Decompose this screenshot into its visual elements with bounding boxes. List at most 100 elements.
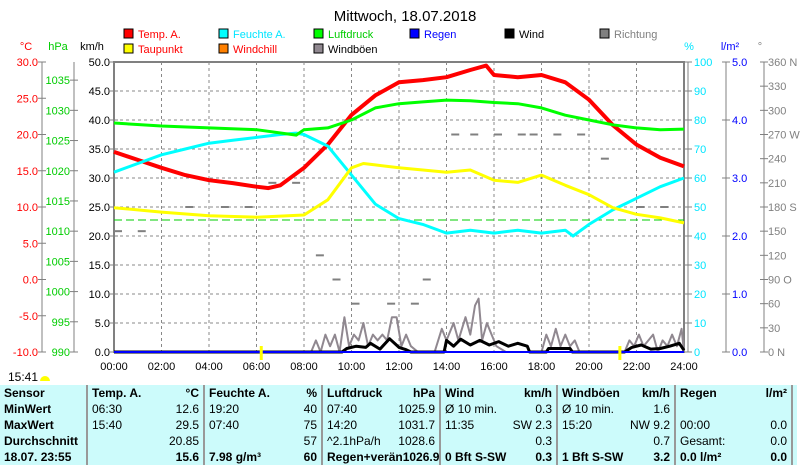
table-row: 15:40 29.5	[92, 417, 199, 433]
y-tick-label-wind: 0.0	[95, 347, 110, 359]
y-tick-label-temp: 25.0	[17, 93, 38, 105]
direction-point	[292, 181, 301, 184]
y-tick-label-pressure: 1030	[46, 105, 70, 117]
y-tick-label-pressure: 990	[52, 347, 70, 359]
table-cell: Regen	[680, 386, 717, 400]
x-tick-label: 06:00	[243, 361, 271, 373]
table-row: 07:40 75	[209, 417, 317, 433]
y-tick-label-direction: 330	[768, 81, 786, 93]
direction-point	[451, 133, 460, 136]
series-wind	[114, 337, 686, 354]
y-tick-label-direction: 210	[768, 178, 786, 190]
table-row: 18.07. 23:55	[4, 449, 82, 465]
legend-swatch	[313, 43, 324, 54]
y-tick-label-rain: 4.0	[732, 115, 747, 127]
table-cell: 3.2	[653, 450, 670, 464]
table-row: 15:20 NW 9.2	[562, 417, 670, 433]
series-luftdruck	[113, 98, 685, 137]
table-cell: 18.07. 23:55	[4, 450, 72, 464]
y-tick-label-rain: 2.0	[732, 231, 747, 243]
direction-point	[332, 278, 341, 281]
y-tick-label-direction: 60	[768, 299, 780, 311]
table-cell: 00:00	[680, 418, 711, 432]
legend-swatch	[409, 28, 420, 39]
table-column: Regen l/m² 00:00 0.0 Gesamt: 0.0 0.0 l/m² 0.0	[676, 385, 793, 465]
legend-label: Richtung	[614, 29, 657, 41]
table-cell: Regen+verän	[327, 450, 403, 464]
y-tick-label-rain: 3.0	[732, 173, 747, 185]
legend-label: Windböen	[328, 44, 378, 56]
table-row: Wind km/h	[445, 385, 552, 401]
y-tick-label-humidity: 80	[694, 115, 706, 127]
y-tick-label-humidity: 100	[694, 57, 712, 69]
y-tick-label-humidity: 20	[694, 289, 706, 301]
y-tick-label-humidity: 50	[694, 202, 706, 214]
y-tick-label-wind: 45.0	[89, 86, 110, 98]
x-tick-label: 02:00	[148, 361, 176, 373]
table-cell: 06:30	[92, 402, 123, 416]
table-cell: 29.5	[175, 418, 199, 432]
table-cell: 15:40	[92, 418, 123, 432]
x-tick-label: 14:00	[433, 361, 461, 373]
table-cell: 07:40	[209, 418, 240, 432]
direction-point	[636, 206, 645, 208]
y-tick-label-direction: 360 N	[768, 57, 797, 69]
x-tick-label: 04:00	[195, 361, 223, 373]
direction-point	[470, 133, 479, 136]
series-windb-en	[114, 297, 685, 353]
table-row: Feuchte A.%	[209, 385, 317, 401]
table-row: 57	[209, 433, 317, 449]
table-cell: Windböen	[562, 386, 620, 400]
x-tick-label: 18:00	[528, 361, 556, 373]
y-tick-label-wind: 15.0	[89, 260, 110, 272]
y-tick-label-temp: 10.0	[17, 202, 38, 214]
y-tick-label-direction: 120	[768, 250, 786, 262]
direction-point	[410, 302, 419, 305]
weather-chart: Mittwoch, 18.07.2018 Temp. A. Feuchte A. Lu…	[13, 8, 800, 373]
direction-point	[660, 206, 669, 208]
table-cell: °C	[185, 386, 199, 400]
table-cell: 0.0	[770, 450, 787, 464]
y-tick-label-pressure: 1010	[46, 226, 70, 238]
table-cell: 60	[303, 450, 317, 464]
table-row: Regen l/m²	[680, 385, 787, 401]
y-tick-label-direction: 30	[768, 323, 780, 335]
direction-point	[529, 133, 538, 136]
direction-point	[553, 133, 562, 136]
direction-point	[244, 206, 253, 208]
y-tick-label-wind: 5.0	[95, 318, 110, 330]
table-row: Regen+verän 1026.9	[327, 449, 439, 465]
legend-swatch	[123, 43, 134, 54]
table-row: Luftdruck hPa	[327, 385, 435, 401]
table-row: MinWert	[4, 401, 82, 417]
x-tick-label: 00:00	[100, 361, 128, 373]
y-tick-label-temp: -5.0	[19, 311, 38, 323]
legend-label: Temp. A.	[138, 29, 181, 41]
table-cell: 1026.9	[402, 450, 440, 464]
table-row: 0.3	[445, 433, 552, 449]
table-cell: 1025.9	[398, 402, 435, 416]
y-tick-label-direction: 180 S	[768, 202, 797, 214]
y-tick-label-humidity: 30	[694, 260, 706, 272]
table-cell: 0.7	[653, 434, 670, 448]
table-cell: Durchschnitt	[4, 434, 79, 448]
y-tick-label-humidity: 60	[694, 173, 706, 185]
direction-point	[494, 133, 502, 136]
y-tick-label-humidity: 90	[694, 86, 706, 98]
chart-title: Mittwoch, 18.07.2018	[334, 8, 477, 25]
table-row: 19:20 40	[209, 401, 317, 417]
legend-swatch	[504, 28, 515, 39]
table-cell: MinWert	[4, 402, 52, 416]
table-cell: 7.98 g/m³	[209, 450, 262, 464]
x-tick-label: 20:00	[575, 361, 603, 373]
table-row	[680, 401, 787, 417]
y-tick-label-pressure: 1020	[46, 166, 70, 178]
x-tick-label: 08:00	[290, 361, 318, 373]
y-tick-label-wind: 10.0	[89, 289, 110, 301]
table-row: 20.85	[92, 433, 199, 449]
x-tick-label: 22:00	[623, 361, 651, 373]
table-cell: Luftdruck	[327, 386, 383, 400]
y-tick-label-rain: 1.0	[732, 289, 747, 301]
axis-unit: °	[758, 41, 762, 53]
legend-swatch	[123, 28, 134, 39]
